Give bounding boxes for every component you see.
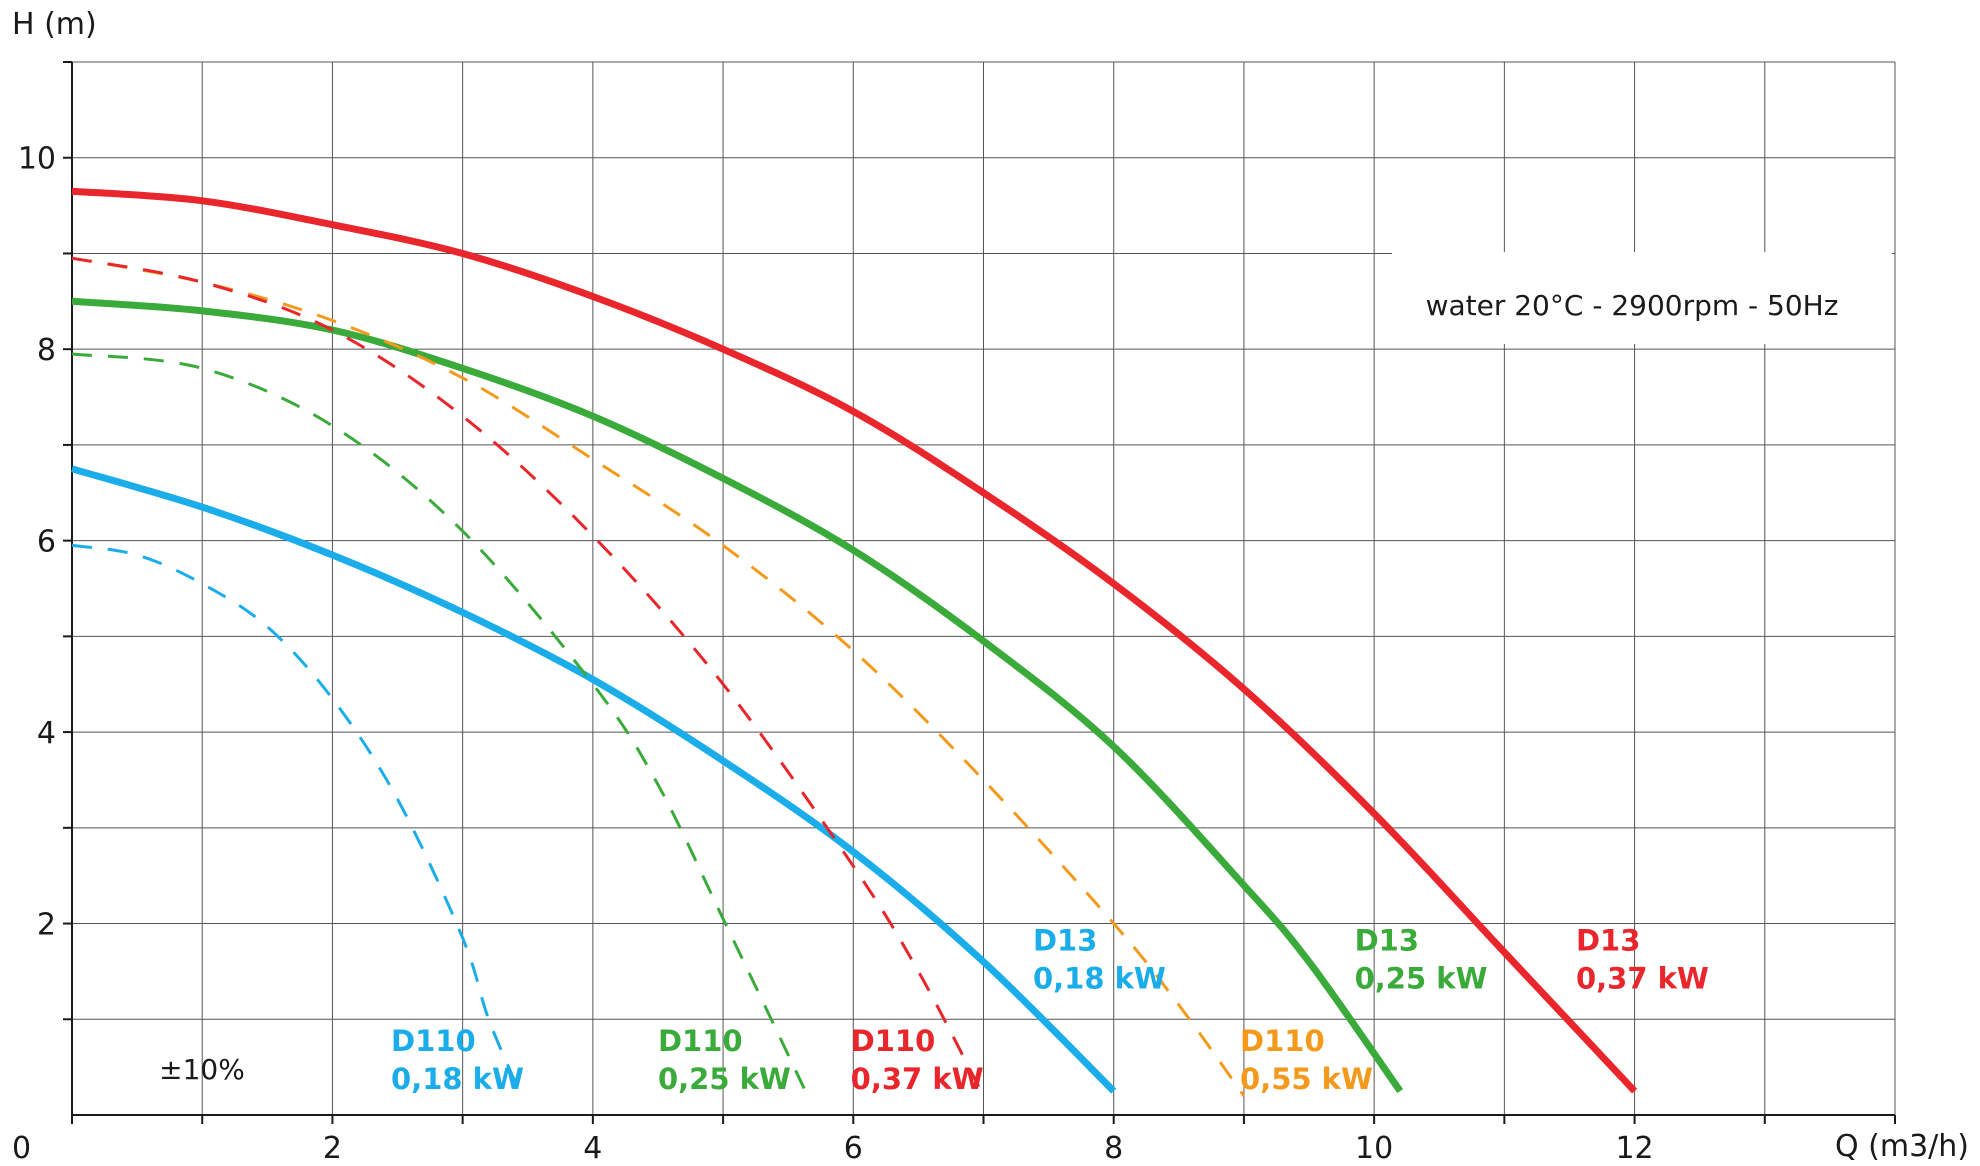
series-line-d110-0-25-kw (71, 352, 810, 1097)
series-line-d13-0-37-kw (71, 187, 1638, 1094)
x-tick-label: 6 (844, 1131, 863, 1166)
tolerance-note: ±10% (159, 1053, 245, 1086)
y-tick-label: 6 (37, 525, 56, 560)
y-axis-title: H (m) (12, 7, 97, 42)
y-tick-label: 8 (37, 333, 56, 368)
x-tick-label: 12 (1615, 1131, 1653, 1166)
x-tick-label: 0 (12, 1131, 31, 1166)
x-tick-label: 2 (323, 1131, 342, 1166)
series-label-d110-0-37-kw-model: D110 (851, 1024, 936, 1058)
series-label-d13-0-37-kw-model: D13 (1576, 923, 1640, 957)
series-label-d110-0-55-kw-power: 0,55 kW (1240, 1062, 1373, 1096)
series-line-d110-0-55-kw (71, 256, 1246, 1097)
series-label-d110-0-25-kw-model: D110 (658, 1024, 743, 1058)
series-label-d110-0-25-kw-power: 0,25 kW (658, 1062, 791, 1096)
series-label-d13-0-25-kw-model: D13 (1355, 923, 1419, 957)
series-label-d110-0-37-kw-power: 0,37 kW (851, 1062, 984, 1096)
x-tick-label: 10 (1355, 1131, 1393, 1166)
x-tick-label: 8 (1104, 1131, 1123, 1166)
series-line-d110-0-37-kw (71, 256, 985, 1097)
series-line-d13-0-18-kw (71, 465, 1117, 1094)
axes (63, 61, 1896, 1124)
x-axis-title: Q (m3/h) (1835, 1129, 1969, 1164)
series-line-d13-0-25-kw (71, 297, 1404, 1094)
series-label-d13-0-37-kw-power: 0,37 kW (1576, 961, 1709, 995)
series-labels: D13 0,37 kW D13 0,25 kW D13 0,18 kW D110 0,55 k… (391, 923, 1709, 1096)
series-label-d13-0-25-kw-power: 0,25 kW (1355, 961, 1488, 995)
y-tick-label: 4 (37, 716, 56, 751)
tick-labels: 0 2 4 6 8 10 12 2 4 6 8 10 (12, 142, 1654, 1166)
x-tick-label: 4 (583, 1131, 602, 1166)
series-curves (71, 187, 1638, 1097)
series-label-d110-0-18-kw-model: D110 (391, 1024, 476, 1058)
series-label-d110-0-18-kw-power: 0,18 kW (391, 1062, 524, 1096)
conditions-box: water 20°C - 2900rpm - 50Hz (1392, 252, 1892, 344)
series-line-d110-0-18-kw (71, 543, 523, 1097)
conditions-note: water 20°C - 2900rpm - 50Hz (1426, 289, 1839, 322)
series-label-d110-0-55-kw-model: D110 (1240, 1024, 1325, 1058)
y-tick-label: 10 (18, 142, 56, 177)
series-label-d13-0-18-kw-power: 0,18 kW (1033, 961, 1166, 995)
y-tick-label: 2 (37, 908, 56, 943)
series-label-d13-0-18-kw-model: D13 (1033, 923, 1097, 957)
